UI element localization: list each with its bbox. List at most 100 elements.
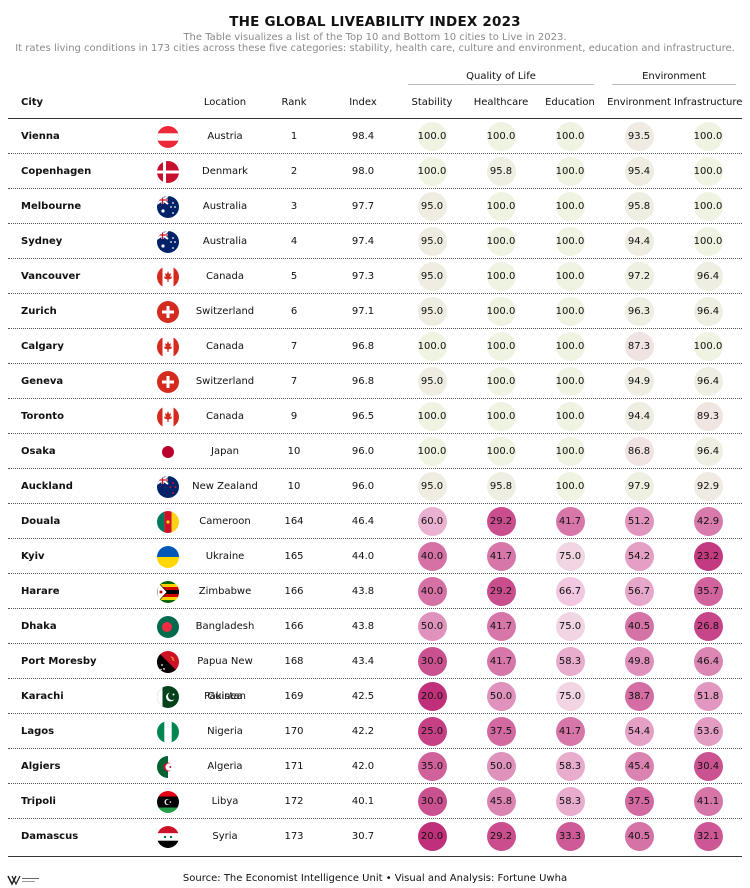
environment-bubble [624, 647, 654, 676]
rank-cell: 2 [290, 166, 298, 177]
education-value: 41.7 [558, 516, 582, 527]
column-header-environment: Environment [607, 97, 671, 108]
rank-cell: 170 [284, 726, 304, 737]
environment-bubble [624, 227, 654, 256]
infrastructure-value: 41.1 [696, 796, 720, 807]
stability-bubble [417, 332, 447, 361]
education-value: 100.0 [555, 481, 585, 492]
index-cell: 42.5 [351, 691, 375, 702]
infrastructure-bubble [693, 717, 723, 746]
healthcare-value: 100.0 [486, 446, 516, 457]
location-cell: Pakistan [204, 691, 246, 702]
stability-value: 100.0 [417, 131, 447, 142]
rank-cell: 10 [287, 446, 301, 457]
stability-bubble [417, 262, 447, 291]
education-value: 100.0 [555, 376, 585, 387]
fortune-uwha-logo [6, 872, 40, 886]
education-bubble [555, 822, 585, 851]
city-name: Sydney [21, 236, 63, 247]
location-cell: Bangladesh [195, 621, 255, 632]
location-cell: New Zealand [192, 481, 258, 492]
education-bubble [555, 157, 585, 186]
education-value: 100.0 [555, 411, 585, 422]
infrastructure-bubble [693, 682, 723, 711]
stability-bubble [417, 752, 447, 781]
table-row: Karachi Pakistan 169 42.5 20.0 50.0 75.0 38.7 51… [0, 679, 750, 714]
healthcare-value: 100.0 [486, 236, 516, 247]
environment-value: 93.5 [627, 131, 651, 142]
healthcare-value: 45.8 [489, 796, 513, 807]
environment-bubble [624, 787, 654, 816]
row-separator [8, 468, 742, 469]
environment-bubble [624, 542, 654, 571]
pakistan-flag-icon [157, 686, 179, 708]
group-label-quality-of-life: Quality of Life [466, 71, 536, 82]
healthcare-value: 50.0 [489, 691, 513, 702]
location-cell: Canada [205, 411, 245, 422]
environment-value: 54.4 [627, 726, 651, 737]
city-name: Port Moresby [21, 656, 97, 667]
stability-value: 95.0 [420, 271, 444, 282]
healthcare-bubble [486, 227, 516, 256]
education-value: 41.7 [558, 726, 582, 737]
city-name: Karachi [21, 691, 64, 702]
environment-value: 40.5 [627, 831, 651, 842]
infrastructure-bubble [693, 612, 723, 641]
column-header-infrastructure: Infrastructure [674, 97, 743, 108]
stability-value: 20.0 [420, 691, 444, 702]
rank-cell: 173 [284, 831, 304, 842]
row-separator [8, 608, 742, 609]
infrastructure-value: 100.0 [693, 236, 723, 247]
infrastructure-value: 100.0 [693, 131, 723, 142]
stability-value: 100.0 [417, 446, 447, 457]
index-cell: 96.5 [351, 411, 375, 422]
infrastructure-value: 100.0 [693, 201, 723, 212]
environment-value: 54.2 [627, 551, 651, 562]
row-separator [8, 153, 742, 154]
healthcare-bubble [486, 612, 516, 641]
rank-cell: 168 [284, 656, 304, 667]
environment-value: 94.4 [627, 236, 651, 247]
healthcare-bubble [486, 437, 516, 466]
row-separator [8, 818, 742, 819]
index-cell: 97.1 [351, 306, 375, 317]
group-divider-quality-of-life [408, 84, 594, 85]
city-name: Auckland [21, 481, 73, 492]
healthcare-bubble [486, 367, 516, 396]
row-separator [8, 643, 742, 644]
rank-cell: 166 [284, 586, 304, 597]
city-name: Copenhagen [21, 166, 92, 177]
environment-value: 95.8 [627, 201, 651, 212]
infrastructure-value: 53.6 [696, 726, 720, 737]
education-bubble [555, 787, 585, 816]
stability-value: 95.0 [420, 201, 444, 212]
healthcare-bubble [486, 787, 516, 816]
column-header-index: Index [349, 97, 377, 108]
infrastructure-value: 96.4 [696, 271, 720, 282]
environment-value: 37.5 [627, 796, 651, 807]
infrastructure-bubble [693, 577, 723, 606]
environment-bubble [624, 367, 654, 396]
healthcare-value: 41.7 [489, 656, 513, 667]
stability-value: 95.0 [420, 376, 444, 387]
education-value: 100.0 [555, 271, 585, 282]
environment-value: 86.8 [627, 446, 651, 457]
group-label-environment: Environment [642, 71, 706, 82]
stability-bubble [417, 367, 447, 396]
education-bubble [555, 507, 585, 536]
city-name: Douala [21, 516, 61, 527]
healthcare-bubble [486, 577, 516, 606]
index-cell: 43.4 [351, 656, 375, 667]
education-bubble [555, 297, 585, 326]
education-bubble [555, 332, 585, 361]
row-separator [8, 293, 742, 294]
location-cell: Nigeria [207, 726, 243, 737]
healthcare-bubble [486, 297, 516, 326]
infrastructure-value: 32.1 [696, 831, 720, 842]
infrastructure-bubble [693, 752, 723, 781]
infrastructure-bubble [693, 297, 723, 326]
healthcare-bubble [486, 262, 516, 291]
environment-bubble [624, 612, 654, 641]
healthcare-value: 100.0 [486, 411, 516, 422]
header-rule [8, 118, 742, 119]
